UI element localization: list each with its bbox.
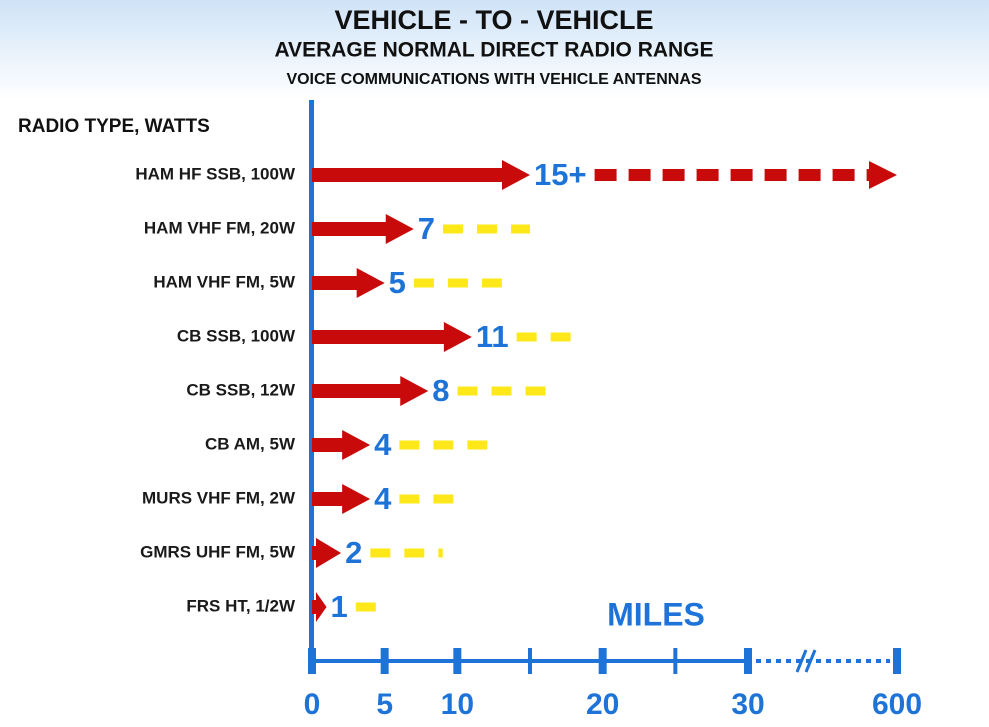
x-tick-label: 30 <box>731 688 764 721</box>
axis-break <box>804 649 817 673</box>
range-arrow <box>312 592 327 622</box>
range-arrow <box>312 214 414 244</box>
axis-break <box>795 649 808 673</box>
y-axis-line <box>309 100 314 670</box>
value-label: 5 <box>389 265 406 300</box>
value-label: 8 <box>432 373 449 408</box>
header-band <box>0 0 989 100</box>
value-label: 7 <box>418 211 435 246</box>
x-tick <box>380 648 389 674</box>
chart-title: VEHICLE - TO - VEHICLE <box>334 5 653 35</box>
y-tick-label: HAM VHF FM, 5W <box>153 272 296 291</box>
y-tick-label: MURS VHF FM, 2W <box>142 488 296 507</box>
y-tick-label: GMRS UHF FM, 5W <box>140 542 296 561</box>
x-tick-minor <box>673 648 678 674</box>
range-arrow <box>312 538 342 568</box>
value-label: 11 <box>476 319 509 354</box>
chart-subtitle: VOICE COMMUNICATIONS WITH VEHICLE ANTENN… <box>286 71 701 88</box>
x-tick <box>453 648 462 674</box>
y-tick-label: HAM VHF FM, 20W <box>144 218 296 237</box>
range-arrow <box>312 160 530 190</box>
x-tick-label: 600 <box>872 688 922 721</box>
chart-subtitle: AVERAGE NORMAL DIRECT RADIO RANGE <box>274 39 713 62</box>
range-arrow <box>312 268 385 298</box>
range-arrow <box>312 484 371 514</box>
range-arrow <box>312 322 472 352</box>
x-tick <box>308 648 316 674</box>
y-tick-label: CB SSB, 12W <box>186 380 296 399</box>
extended-arrowhead <box>869 161 897 189</box>
value-label: 4 <box>374 481 392 516</box>
x-tick <box>893 648 901 674</box>
y-tick-label: CB SSB, 100W <box>177 326 296 345</box>
x-tick <box>598 648 607 674</box>
y-tick-label: FRS HT, 1/2W <box>186 596 296 615</box>
range-arrow <box>312 376 429 406</box>
value-label: 1 <box>331 589 348 624</box>
x-tick-label: 5 <box>376 688 393 721</box>
x-tick <box>744 648 752 674</box>
x-tick-label: 20 <box>586 688 619 721</box>
x-tick-minor <box>528 648 532 674</box>
value-label: 4 <box>374 427 392 462</box>
value-label: 15+ <box>534 157 587 192</box>
y-axis-title: RADIO TYPE, WATTS <box>18 116 210 137</box>
y-tick-label: HAM HF SSB, 100W <box>135 164 296 183</box>
y-tick-label: CB AM, 5W <box>205 434 296 453</box>
x-tick-label: 10 <box>441 688 474 721</box>
range-arrow <box>312 430 371 460</box>
value-label: 2 <box>345 535 362 570</box>
x-tick-label: 0 <box>304 688 321 721</box>
x-axis-title: MILES <box>607 596 705 632</box>
